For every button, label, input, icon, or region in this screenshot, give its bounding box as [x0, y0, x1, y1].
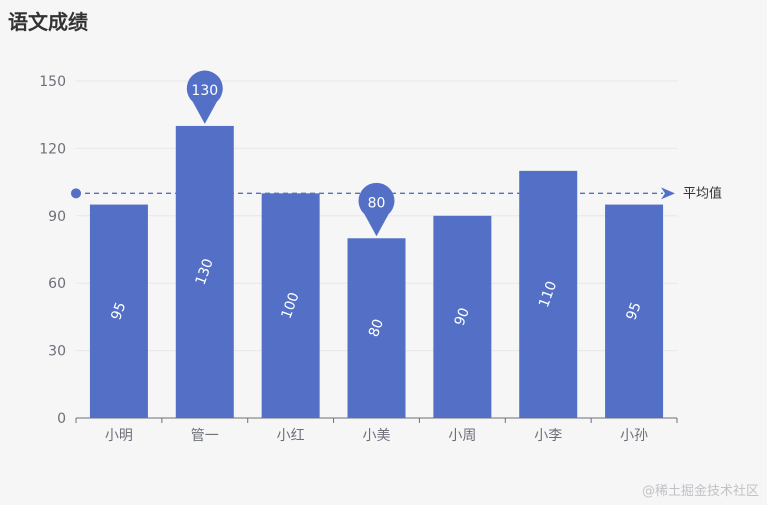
x-tick-label: 小明: [105, 428, 133, 444]
mark-point-label: 80: [368, 195, 386, 211]
x-tick-label: 小红: [277, 428, 305, 444]
bar: [519, 170, 578, 418]
mark-point-label: 130: [191, 83, 218, 99]
y-tick-label: 30: [48, 344, 66, 360]
x-tick-label: 小李: [534, 428, 562, 444]
mark-point-pin: 130: [186, 70, 223, 124]
x-tick-label: 小孙: [620, 428, 648, 444]
bar: [433, 215, 492, 418]
x-tick-label: 小美: [363, 428, 391, 444]
y-tick-label: 120: [39, 141, 66, 157]
bar-data-label: 80: [366, 317, 387, 339]
x-axis: 小明 管一 小红 小美 小周 小李 小孙: [75, 417, 678, 444]
average-line-arrow-icon: [661, 187, 675, 200]
map-pin-icon: [358, 182, 395, 237]
x-tick-label: 小周: [448, 428, 476, 444]
average-line: 平均值: [71, 185, 722, 201]
bar: [89, 204, 148, 418]
bar: [347, 238, 406, 418]
y-tick-label: 90: [48, 209, 66, 225]
watermark: @稀土掘金技术社区: [641, 484, 759, 499]
average-line-label: 平均值: [683, 185, 722, 201]
y-axis-ticks: 0 30 60 90 120 150: [39, 74, 66, 427]
bar-data-label: 90: [452, 306, 473, 328]
bar-data-label: 95: [108, 300, 129, 322]
y-tick-label: 150: [39, 74, 66, 90]
bar: [605, 204, 664, 418]
bar: [175, 125, 234, 418]
y-tick-label: 60: [48, 276, 66, 292]
bar-data-label: 95: [624, 300, 645, 322]
y-tick-label: 0: [57, 411, 66, 427]
x-tick-label: 管一: [191, 428, 219, 444]
mark-points: 130 80: [186, 70, 395, 237]
map-pin-icon: [186, 70, 223, 124]
chart-title: 语文成绩: [8, 10, 88, 34]
bar: [261, 193, 320, 418]
mark-point-pin: 80: [358, 182, 395, 237]
